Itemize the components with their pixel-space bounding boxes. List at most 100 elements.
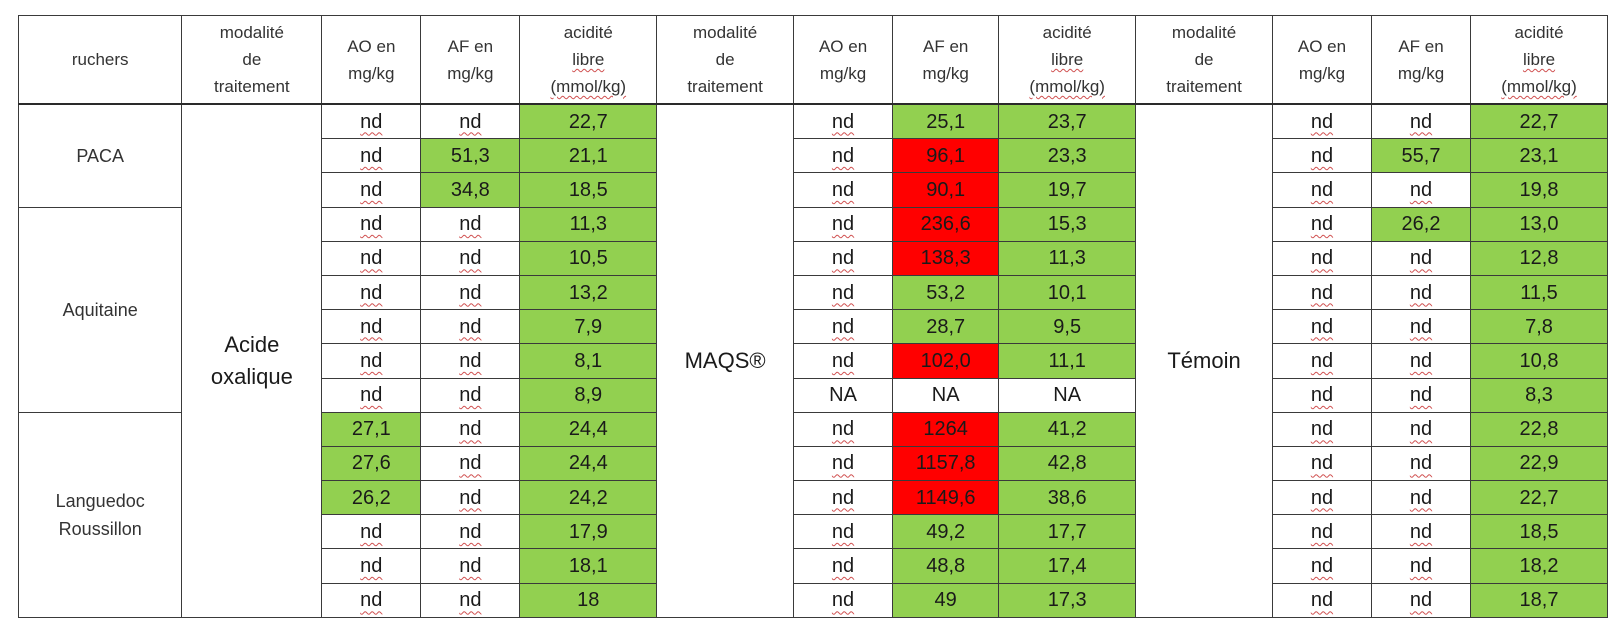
- cell-value: nd: [831, 110, 855, 133]
- treatment-label: Acide: [224, 332, 280, 357]
- table-row: nd nd 10,5 nd 138,3 11,3 nd nd 12,8: [19, 240, 1608, 276]
- value-cell: nd: [420, 480, 521, 516]
- header-ao: AO en mg/kg: [793, 15, 894, 105]
- value-cell: 9,5: [998, 309, 1137, 345]
- value-cell: nd: [1271, 172, 1372, 208]
- cell-value: nd: [1409, 247, 1433, 270]
- value-cell: nd: [1370, 274, 1472, 311]
- value-cell: 13,2: [519, 274, 658, 311]
- cell-value: 10,8: [1519, 349, 1559, 372]
- value-cell: nd: [1271, 138, 1372, 174]
- value-cell: nd: [321, 309, 422, 345]
- cell-value: 12,8: [1519, 247, 1559, 270]
- cell-value: 8,3: [1525, 384, 1553, 407]
- value-cell: 1149,6: [892, 480, 1000, 516]
- cell-value: 21,1: [568, 144, 608, 167]
- cell-value: nd: [1409, 452, 1433, 475]
- cell-value: 18,5: [1519, 520, 1559, 543]
- cell-value: 27,1: [351, 418, 391, 441]
- header-modalite: modalité de traitement: [656, 15, 795, 105]
- cell-value: nd: [360, 384, 383, 407]
- region-label: PACA: [76, 145, 125, 166]
- cell-value: nd: [831, 589, 855, 612]
- table-body: PACA Acide oxalique nd nd 22,7 MAQS® nd 25,1 23,7…: [17, 103, 1608, 619]
- value-cell: 22,7: [519, 103, 658, 140]
- value-cell: nd: [1370, 103, 1472, 140]
- cell-value: 17,9: [568, 520, 608, 543]
- cell-value: 11,1: [1048, 349, 1086, 372]
- cell-value: 18,7: [1519, 589, 1559, 612]
- cell-value: 49,2: [926, 520, 966, 543]
- cell-value: nd: [831, 178, 855, 201]
- cell-value: 17,4: [1047, 555, 1087, 578]
- value-cell: 11,3: [519, 206, 658, 242]
- treatment-label: oxalique: [210, 364, 293, 389]
- cell-value: 17,7: [1047, 520, 1087, 543]
- value-cell: 24,4: [519, 445, 658, 482]
- cell-value: 18: [577, 589, 600, 612]
- value-cell: 10,1: [998, 274, 1137, 311]
- value-cell: 15,3: [998, 206, 1137, 242]
- value-cell: 8,9: [519, 377, 658, 413]
- cell-value: nd: [459, 384, 482, 407]
- cell-value: 1157,8: [915, 452, 976, 475]
- region-cell: Languedoc Roussillon: [17, 411, 183, 619]
- cell-value: 8,1: [574, 349, 603, 372]
- cell-value: nd: [360, 178, 383, 201]
- cell-value: nd: [459, 418, 482, 441]
- value-cell: nd: [420, 240, 521, 276]
- value-cell: nd: [793, 309, 894, 345]
- cell-value: 38,6: [1047, 486, 1087, 509]
- value-cell: nd: [793, 206, 894, 242]
- cell-value: 9,5: [1053, 315, 1082, 338]
- cell-value: 55,7: [1401, 144, 1441, 167]
- cell-value: nd: [1310, 486, 1334, 509]
- cell-value: nd: [360, 520, 383, 543]
- value-cell: nd: [793, 343, 894, 379]
- value-cell: 11,3: [998, 240, 1137, 276]
- cell-value: 22,8: [1519, 418, 1559, 441]
- cell-value: nd: [1409, 520, 1433, 543]
- value-cell: nd: [793, 138, 894, 174]
- cell-value: nd: [831, 486, 855, 509]
- value-cell: nd: [420, 411, 521, 447]
- cell-value: 13,0: [1519, 213, 1559, 236]
- cell-value: nd: [459, 213, 482, 236]
- cell-value: NA: [1053, 384, 1082, 407]
- value-cell: nd: [793, 172, 894, 208]
- value-cell: 11,5: [1470, 274, 1608, 311]
- cell-value: nd: [831, 349, 855, 372]
- cell-value: 1264: [923, 418, 968, 441]
- cell-value: 28,7: [926, 315, 966, 338]
- value-cell: nd: [1271, 445, 1372, 482]
- cell-value: nd: [1409, 555, 1433, 578]
- value-cell: 25,1: [892, 103, 1000, 140]
- value-cell: 18,5: [1470, 514, 1608, 550]
- value-cell: 42,8: [998, 445, 1137, 482]
- value-cell: 49,2: [892, 514, 1000, 550]
- value-cell: NA: [998, 377, 1137, 413]
- value-cell: 10,8: [1470, 343, 1608, 379]
- cell-value: nd: [360, 247, 383, 270]
- cell-value: 7,9: [574, 315, 603, 338]
- value-cell: nd: [793, 480, 894, 516]
- cell-value: 24,2: [568, 486, 608, 509]
- value-cell: 22,9: [1470, 445, 1608, 482]
- region-label: Languedoc: [55, 490, 145, 511]
- value-cell: nd: [321, 206, 422, 242]
- value-cell: 51,3: [420, 138, 521, 174]
- cell-value: 22,9: [1519, 452, 1559, 475]
- cell-value: 23,1: [1519, 144, 1559, 167]
- cell-value: nd: [831, 452, 855, 475]
- value-cell: 1157,8: [892, 445, 1000, 482]
- header-af: AF en mg/kg: [892, 15, 1000, 105]
- value-cell: nd: [1370, 343, 1472, 379]
- treatment-label: MAQS®: [684, 348, 766, 373]
- value-cell: 17,9: [519, 514, 658, 550]
- value-cell: NA: [892, 377, 1000, 413]
- cell-value: 41,2: [1047, 418, 1087, 441]
- table-row: 26,2 nd 24,2 nd 1149,6 38,6 nd nd 22,7: [19, 480, 1608, 516]
- value-cell: 138,3: [892, 240, 1000, 276]
- cell-value: 53,2: [926, 281, 966, 304]
- cell-value: nd: [360, 349, 383, 372]
